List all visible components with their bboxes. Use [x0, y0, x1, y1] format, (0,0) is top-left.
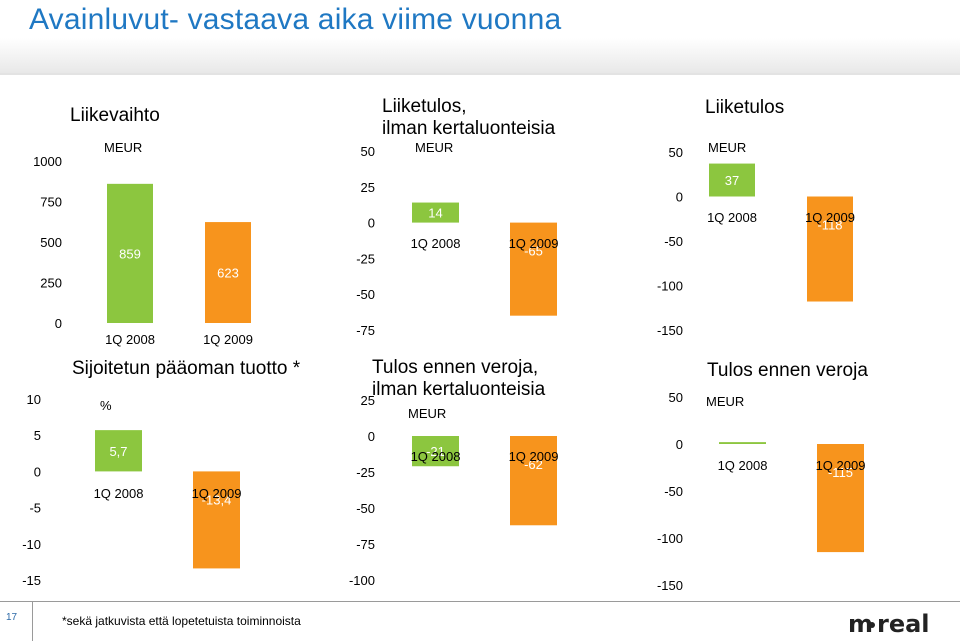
tick-label: -150 — [657, 578, 683, 593]
tick-label: -50 — [664, 484, 683, 499]
tick-label: 0 — [676, 190, 683, 205]
tick-label: 50 — [669, 390, 683, 405]
bar-1q-2009 — [205, 222, 251, 323]
bar-1q-2009 — [817, 444, 864, 553]
chart-title: Liiketulos — [705, 97, 784, 118]
tick-label: -25 — [356, 465, 375, 480]
chart-unit: MEUR — [415, 140, 453, 155]
chart-unit: % — [100, 398, 112, 413]
data-label: -62 — [524, 457, 543, 472]
category-label: 1Q 2008 — [105, 332, 155, 347]
chart-unit: MEUR — [104, 140, 142, 155]
chart-title-line-2: ilman kertaluonteisia — [382, 118, 556, 139]
data-label: -65 — [524, 244, 543, 259]
footnote: *sekä jatkuvista että lopetetuista toimi… — [62, 614, 301, 628]
bar-1q-2009 — [193, 471, 240, 569]
tick-label: -150 — [657, 323, 683, 338]
header-gradient — [0, 38, 960, 73]
data-label: 37 — [725, 173, 739, 188]
tick-label: 50 — [361, 144, 375, 159]
chart-unit: MEUR — [706, 394, 744, 409]
data-label: -21 — [426, 444, 445, 459]
tick-label: 500 — [40, 235, 62, 250]
bar-1q-2008 — [709, 163, 755, 197]
category-label: 1Q 2008 — [411, 449, 461, 464]
data-label: 14 — [428, 206, 442, 221]
data-label: -115 — [828, 465, 853, 480]
tick-label: -5 — [29, 501, 41, 516]
m-real-logo: m real — [848, 611, 930, 637]
tick-label: -100 — [657, 279, 683, 294]
tick-label: -10 — [22, 537, 41, 552]
tick-label: -25 — [356, 251, 375, 266]
tick-label: -75 — [356, 537, 375, 552]
tick-label: 1000 — [33, 154, 62, 169]
tick-label: 0 — [676, 437, 683, 452]
category-label: 1Q 2008 — [411, 236, 461, 251]
page-title: Avainluvut- vastaava aika viime vuonna — [29, 3, 562, 36]
logo-wordmark: m — [848, 611, 873, 637]
header-band: Avainluvut- vastaava aika viime vuonna — [0, 0, 960, 75]
chart-title-line-1: Liiketulos, — [382, 96, 467, 117]
category-label: 1Q 2009 — [805, 210, 855, 225]
bar-1q-2009 — [510, 222, 557, 316]
bar-1q-2009 — [510, 436, 557, 526]
tick-label: 50 — [669, 145, 683, 160]
chart-unit: MEUR — [408, 406, 446, 421]
chart-title: Sijoitetun pääoman tuotto * — [72, 358, 301, 379]
chart-title: Liikevaihto — [70, 105, 160, 126]
tick-label: 0 — [55, 316, 62, 331]
chart-title-line-1: Tulos ennen veroja, — [372, 357, 538, 378]
logo-dot — [869, 622, 875, 628]
bar-1q-2008 — [412, 436, 459, 467]
data-label: -118 — [817, 218, 842, 233]
category-label: 1Q 2008 — [718, 458, 768, 473]
tick-label: 250 — [40, 276, 62, 291]
tick-label: 10 — [27, 392, 41, 407]
tick-label: -100 — [349, 573, 375, 588]
tick-label: 25 — [361, 393, 375, 408]
data-label: 5,7 — [109, 444, 127, 459]
tick-label: -50 — [356, 287, 375, 302]
footer-divider — [0, 601, 960, 602]
chart-title-line-2: ilman kertaluonteisia — [372, 379, 546, 400]
footer-vertical-divider — [32, 602, 33, 641]
tick-label: -50 — [664, 234, 683, 249]
page-number: 17 — [6, 612, 18, 623]
bar-1q-2008 — [719, 442, 766, 444]
tick-label: 0 — [368, 216, 375, 231]
category-label: 1Q 2009 — [192, 486, 242, 501]
tick-label: 750 — [40, 195, 62, 210]
data-label: -13,4 — [202, 492, 232, 507]
tick-label: 0 — [34, 464, 41, 479]
bar-1q-2008 — [412, 202, 459, 223]
bar-1q-2008 — [95, 430, 142, 472]
bar-1q-2008 — [107, 183, 153, 323]
bar-1q-2009 — [807, 196, 853, 302]
data-label: 859 — [119, 246, 141, 261]
chart-title: Tulos ennen veroja — [707, 360, 868, 381]
category-label: 1Q 2009 — [816, 458, 866, 473]
data-label: 623 — [217, 266, 239, 281]
category-label: 1Q 2009 — [509, 449, 559, 464]
tick-label: 5 — [34, 428, 41, 443]
chart-unit: MEUR — [708, 140, 746, 155]
tick-label: -75 — [356, 323, 375, 338]
category-label: 1Q 2009 — [509, 236, 559, 251]
category-label: 1Q 2008 — [94, 486, 144, 501]
category-label: 1Q 2009 — [203, 332, 253, 347]
category-label: 1Q 2008 — [707, 210, 757, 225]
data-label: 2 — [739, 426, 746, 441]
tick-label: 25 — [361, 180, 375, 195]
logo-wordmark-rest: real — [877, 611, 930, 637]
tick-label: -15 — [22, 573, 41, 588]
tick-label: -100 — [657, 531, 683, 546]
tick-label: -50 — [356, 501, 375, 516]
tick-label: 0 — [368, 429, 375, 444]
